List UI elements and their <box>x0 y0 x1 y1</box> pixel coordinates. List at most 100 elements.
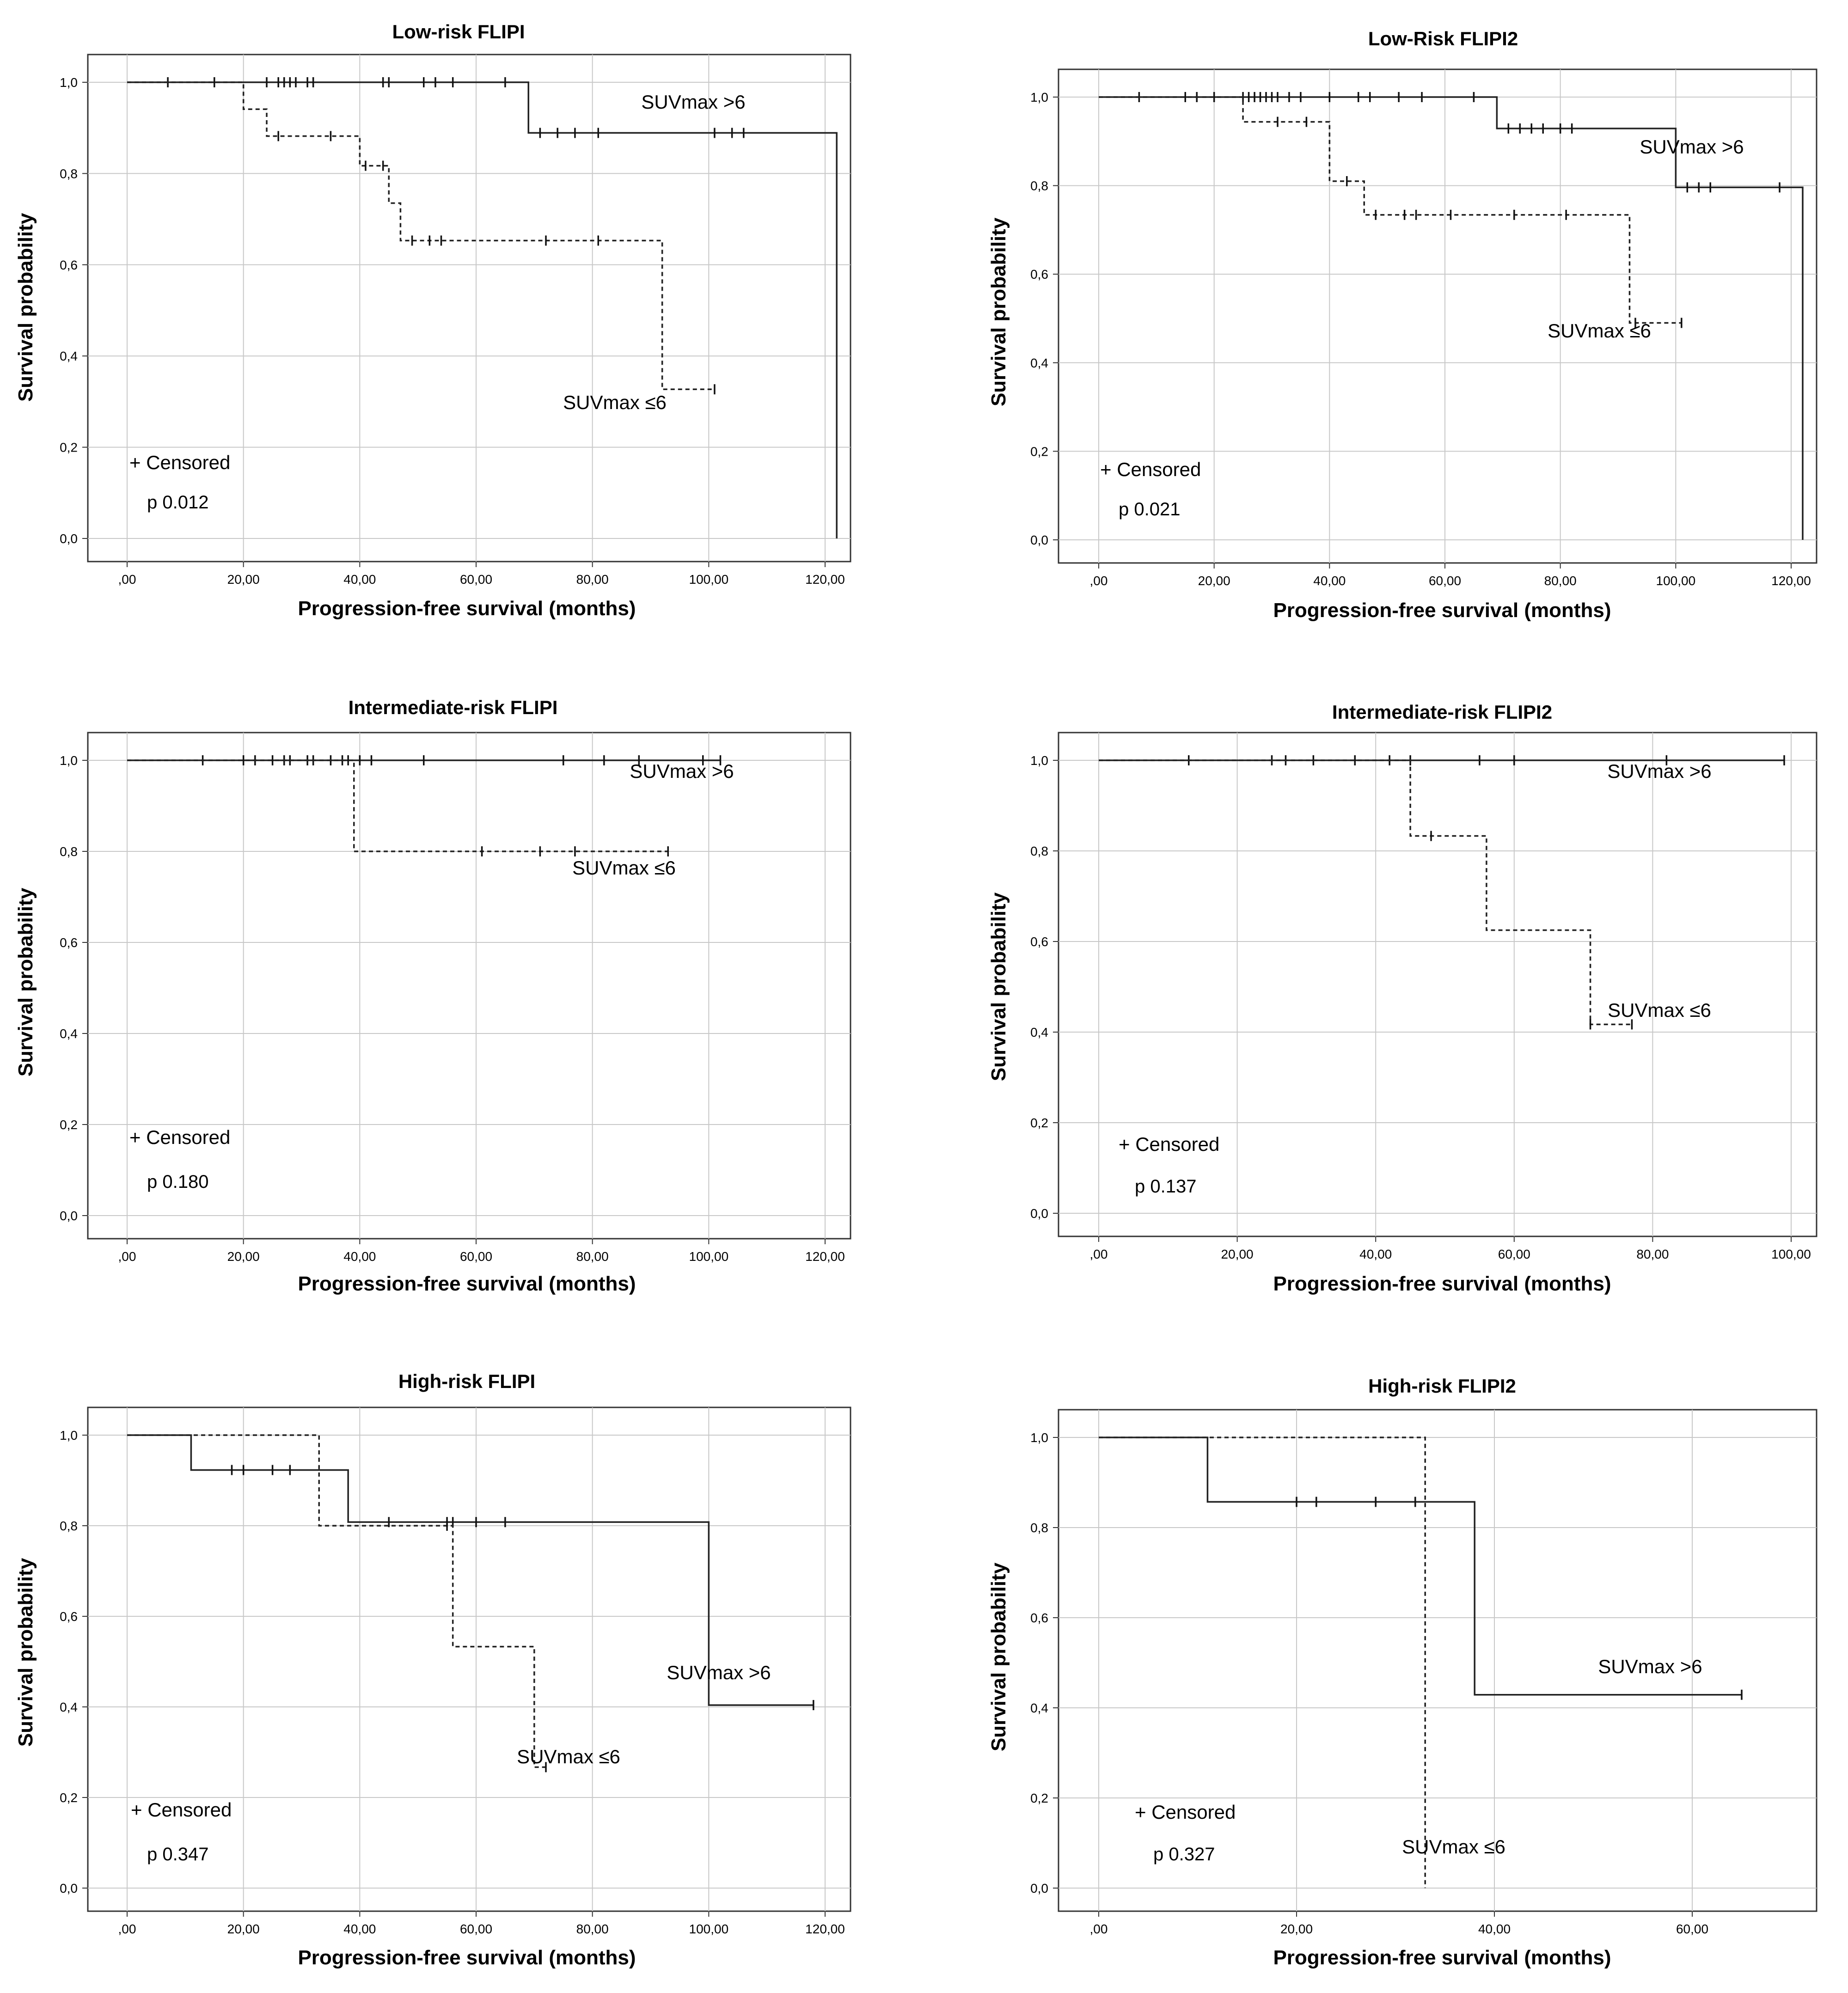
y-tick-label: 0,0 <box>1030 533 1048 547</box>
y-tick-label: 1,0 <box>1030 1431 1048 1445</box>
km-curve-suvmax-le6 <box>127 1434 546 1768</box>
y-tick-label: 1,0 <box>1030 90 1048 104</box>
y-tick-label: 0,2 <box>1030 1791 1048 1805</box>
x-tick-label: 80,00 <box>576 1249 609 1264</box>
y-tick-label: 0,8 <box>60 166 78 181</box>
panel-title: High-risk FLIPI <box>398 1370 535 1392</box>
x-tick-label: 80,00 <box>576 572 609 587</box>
x-tick-label: 40,00 <box>1359 1247 1392 1261</box>
x-tick-label: 40,00 <box>343 1249 376 1264</box>
y-tick-label: 0,6 <box>60 935 78 950</box>
x-tick-label: ,00 <box>1090 1922 1108 1936</box>
km-curve-suvmax-le6 <box>1099 96 1682 324</box>
y-axis-label: Survival probability <box>987 1562 1010 1751</box>
km-curve-suvmax-gt6 <box>127 1434 814 1706</box>
panel-title: Intermediate-risk FLIPI <box>349 697 558 718</box>
plot-frame <box>1058 1409 1817 1912</box>
p-value: p 0.327 <box>1153 1844 1215 1865</box>
censored-legend: + Censored <box>131 1799 232 1821</box>
x-axis-label: Progression-free survival (months) <box>298 1946 636 1969</box>
x-axis-label: Progression-free survival (months) <box>1273 1946 1611 1969</box>
y-tick-label: 0,0 <box>1030 1881 1048 1895</box>
x-tick-label: ,00 <box>118 1922 136 1936</box>
x-tick-label: 40,00 <box>343 572 376 587</box>
km-panel-4: ,00 20,00 40,00 60,00 80,00 100,00 0,0 0,2 0,4 0,… <box>987 701 1817 1295</box>
x-tick-label: 120,00 <box>805 1922 845 1936</box>
censored-legend: + Censored <box>129 452 230 473</box>
y-axis-label: Survival probability <box>987 892 1010 1081</box>
x-tick-label: ,00 <box>1090 1247 1108 1261</box>
y-tick-label: 0,8 <box>1030 179 1048 193</box>
km-curve-suvmax-gt6 <box>1099 96 1804 540</box>
panel-title: Intermediate-risk FLIPI2 <box>1332 701 1552 723</box>
x-tick-label: 100,00 <box>689 1249 729 1264</box>
y-tick-label: 0,4 <box>60 1700 78 1714</box>
km-panel-5: ,00 20,00 40,00 60,00 80,00 100,00 120,00 0,0 0,… <box>14 1370 851 1969</box>
series-label-suvmax-gt6: SUVmax >6 <box>1640 136 1744 158</box>
censored-legend: + Censored <box>1119 1133 1219 1155</box>
x-tick-label: 60,00 <box>1429 574 1461 588</box>
y-tick-label: 0,2 <box>60 1791 78 1805</box>
x-tick-label: 20,00 <box>1280 1922 1313 1936</box>
series-label-suvmax-le6: SUVmax ≤6 <box>563 391 667 413</box>
y-tick-label: 0,4 <box>60 1027 78 1041</box>
x-tick-label: 60,00 <box>460 1249 492 1264</box>
x-tick-label: 20,00 <box>1198 574 1230 588</box>
km-curve-suvmax-gt6 <box>127 81 838 538</box>
series-label-suvmax-gt6: SUVmax >6 <box>667 1662 771 1683</box>
x-tick-label: 60,00 <box>1676 1922 1708 1936</box>
p-value: p 0.347 <box>147 1844 208 1865</box>
x-tick-label: 120,00 <box>805 572 845 587</box>
x-tick-label: 100,00 <box>689 1922 729 1936</box>
y-tick-label: 0,6 <box>60 258 78 272</box>
censored-legend: + Censored <box>129 1126 230 1148</box>
series-label-suvmax-gt6: SUVmax >6 <box>1598 1656 1702 1677</box>
series-label-suvmax-le6: SUVmax ≤6 <box>1608 999 1711 1021</box>
p-value: p 0.021 <box>1119 499 1180 520</box>
p-value: p 0.180 <box>147 1172 208 1192</box>
x-tick-label: 120,00 <box>805 1249 845 1264</box>
y-tick-label: 1,0 <box>60 1428 78 1443</box>
km-curve-suvmax-le6 <box>1099 759 1632 1026</box>
panel-title: High-risk FLIPI2 <box>1368 1375 1516 1397</box>
y-tick-label: 0,0 <box>1030 1206 1048 1221</box>
x-axis-label: Progression-free survival (months) <box>1273 1272 1611 1295</box>
y-tick-label: 0,2 <box>60 440 78 455</box>
series-label-suvmax-gt6: SUVmax >6 <box>630 760 734 782</box>
plot-frame <box>87 732 851 1240</box>
series-label-suvmax-le6: SUVmax ≤6 <box>517 1746 620 1767</box>
x-tick-label: 80,00 <box>576 1922 609 1936</box>
y-tick-label: 0,8 <box>60 1519 78 1533</box>
km-panel-1: ,00 20,00 40,00 60,00 80,00 100,00 120,00 0,0 0,… <box>14 21 851 620</box>
y-tick-label: 0,6 <box>60 1609 78 1624</box>
y-tick-label: 0,6 <box>1030 267 1048 281</box>
x-tick-label: 100,00 <box>1771 1247 1811 1261</box>
y-tick-label: 0,0 <box>60 1209 78 1223</box>
km-curve-suvmax-le6 <box>1099 1437 1426 1888</box>
censored-legend: + Censored <box>1135 1801 1236 1823</box>
y-tick-label: 0,8 <box>1030 1521 1048 1535</box>
x-axis-label: Progression-free survival (months) <box>298 1272 636 1295</box>
y-tick-label: 1,0 <box>60 753 78 768</box>
x-tick-label: 100,00 <box>1656 574 1696 588</box>
p-value: p 0.012 <box>147 492 208 513</box>
x-tick-label: ,00 <box>118 572 136 587</box>
series-label-suvmax-le6: SUVmax ≤6 <box>1548 320 1651 342</box>
x-tick-label: ,00 <box>118 1249 136 1264</box>
plot-frame <box>1058 732 1817 1237</box>
y-tick-label: 0,2 <box>1030 444 1048 459</box>
y-tick-label: 0,2 <box>1030 1116 1048 1130</box>
km-panel-6: ,00 20,00 40,00 60,00 0,0 0,2 0,4 0,6 0,8 1,0 High… <box>987 1375 1817 1969</box>
km-panel-3: ,00 20,00 40,00 60,00 80,00 100,00 120,00 0,0 0,… <box>14 697 851 1295</box>
plot-frame <box>1058 68 1817 564</box>
x-tick-label: 80,00 <box>1544 574 1577 588</box>
series-label-suvmax-le6: SUVmax ≤6 <box>1402 1836 1505 1858</box>
x-axis-label: Progression-free survival (months) <box>1273 599 1611 622</box>
series-label-suvmax-gt6: SUVmax >6 <box>1607 760 1711 782</box>
x-tick-label: 20,00 <box>227 572 260 587</box>
x-tick-label: 40,00 <box>1313 574 1346 588</box>
x-axis-label: Progression-free survival (months) <box>298 597 636 620</box>
y-tick-label: 0,6 <box>1030 1611 1048 1625</box>
p-value: p 0.137 <box>1135 1176 1196 1197</box>
